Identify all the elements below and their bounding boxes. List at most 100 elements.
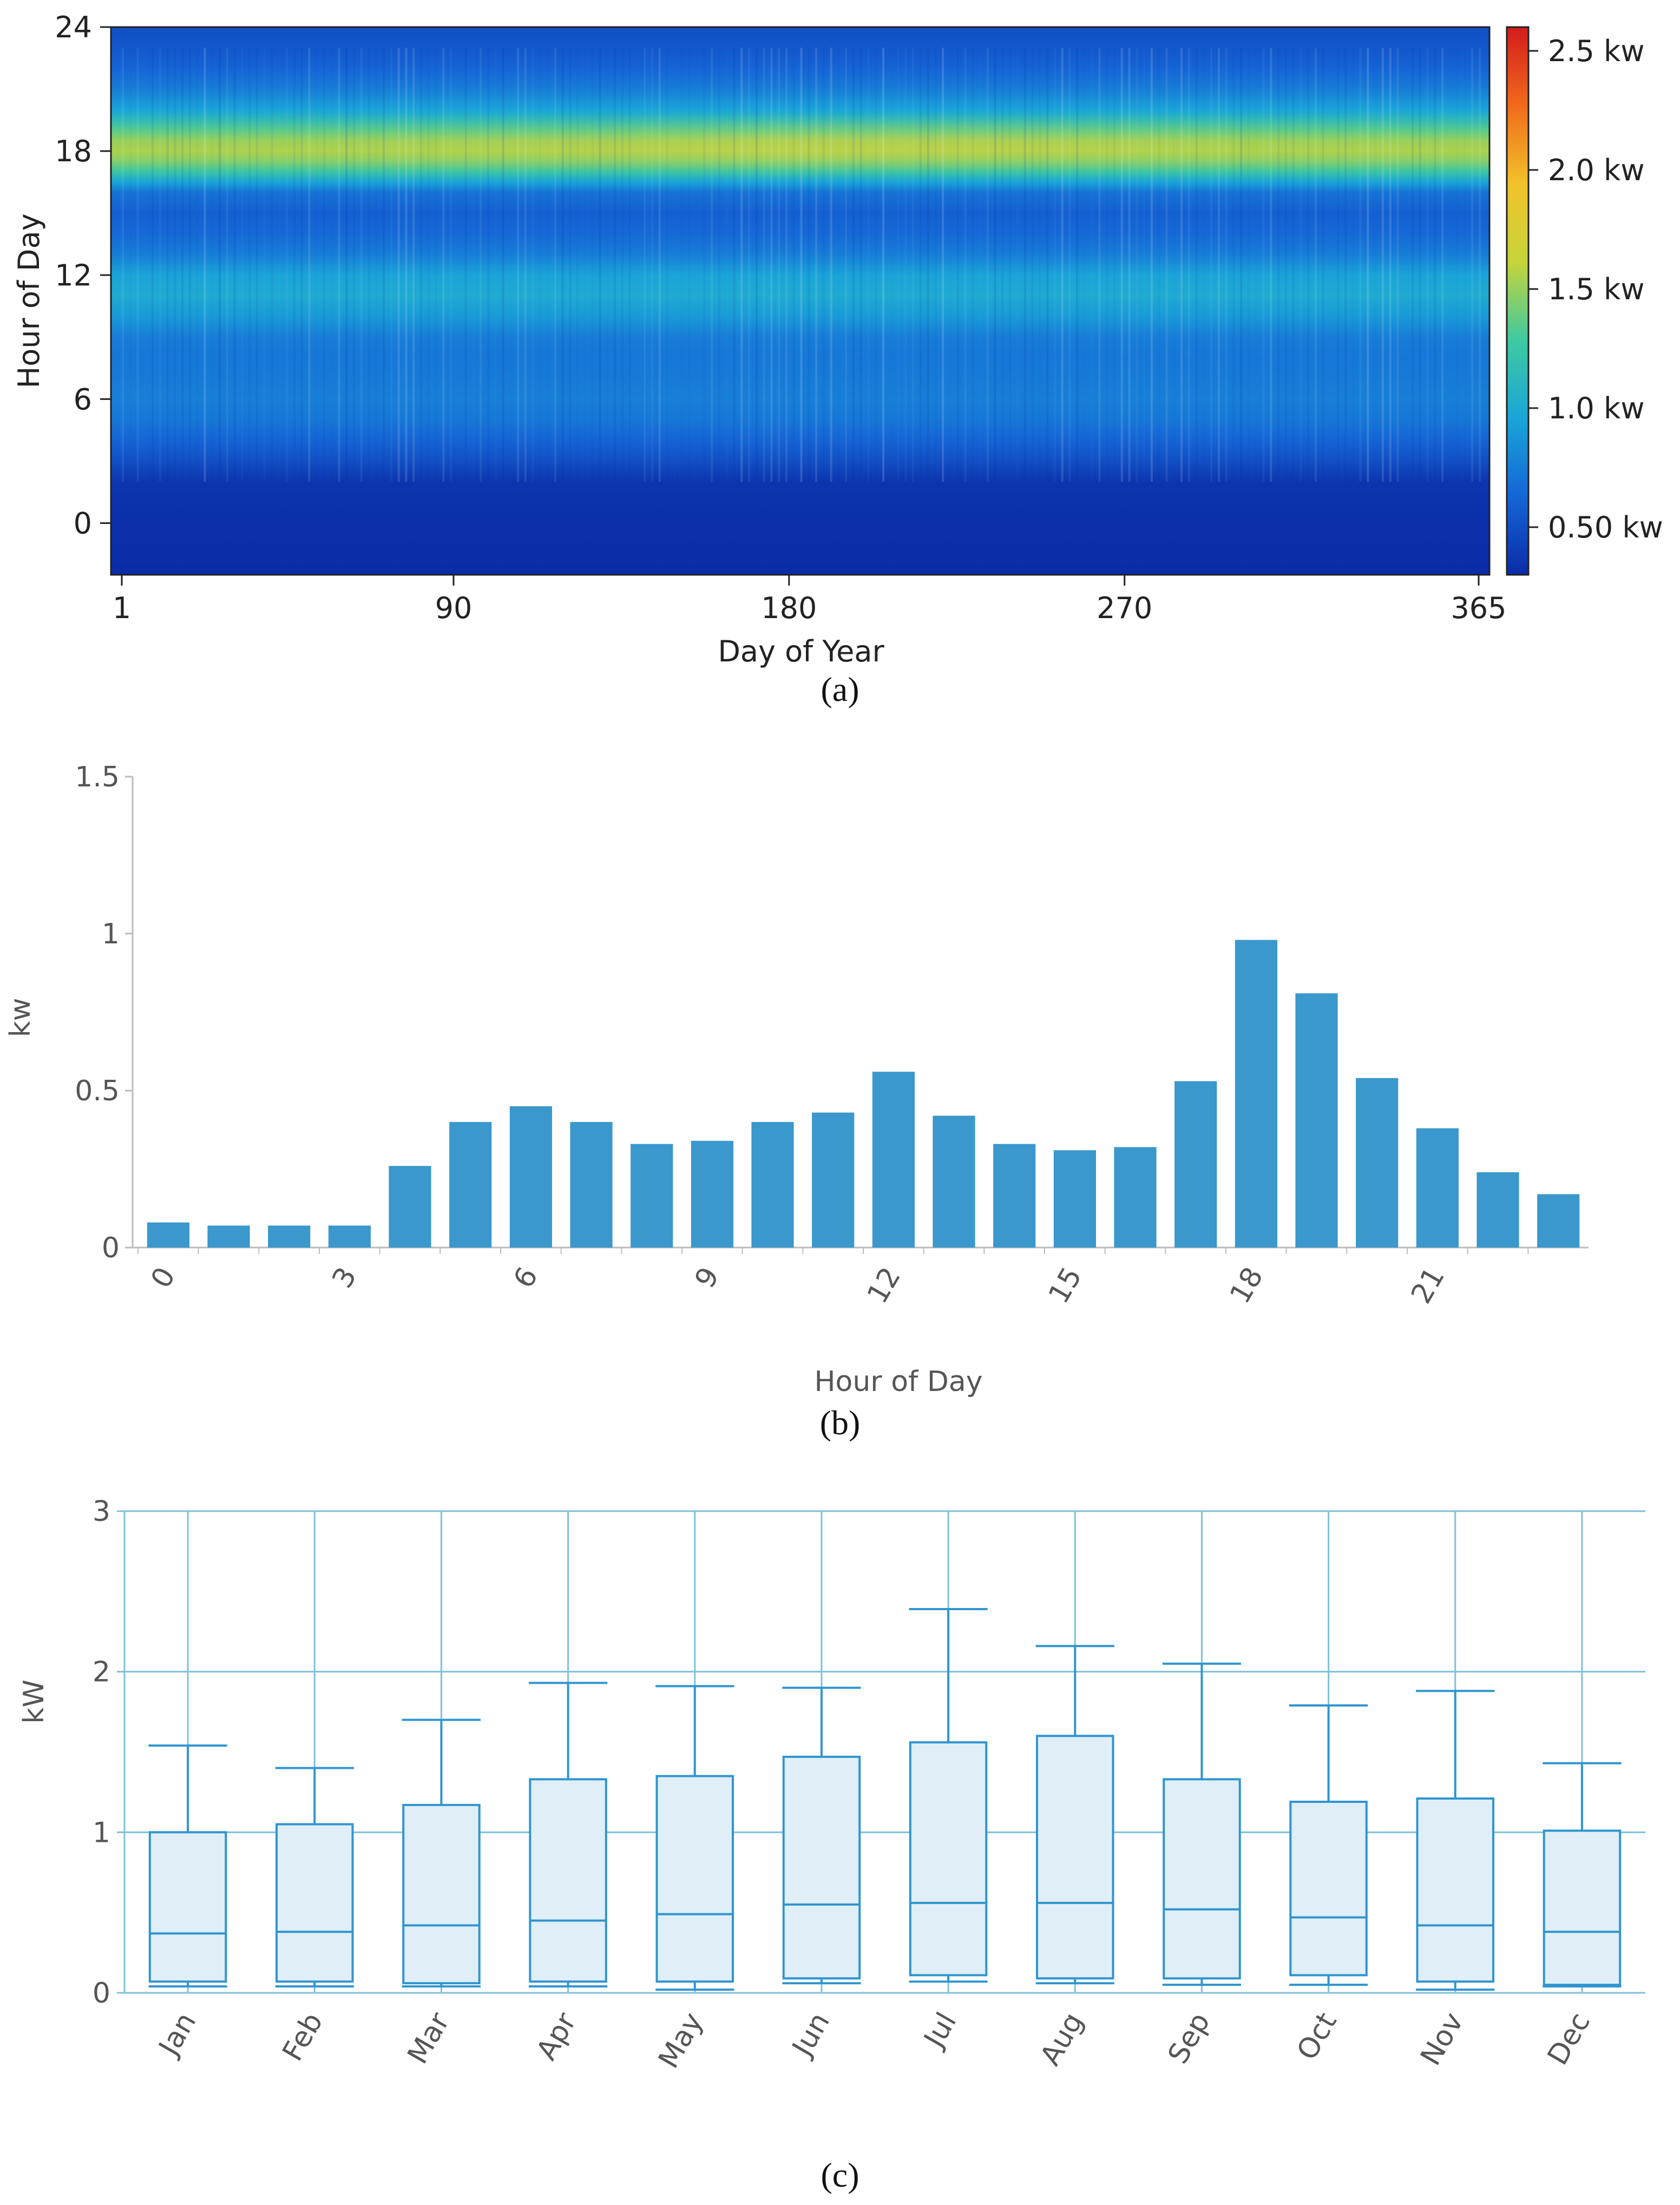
bar-x-tick: 0 xyxy=(145,1262,182,1294)
heatmap-day-column xyxy=(956,48,959,482)
box-aug xyxy=(1035,1645,1114,1985)
bar-hour-5 xyxy=(449,1122,492,1248)
heatmap-day-column xyxy=(882,48,884,482)
heatmap-x-tick: 270 xyxy=(1097,591,1152,625)
heatmap-day-column xyxy=(1195,48,1198,482)
heatmap-summer-intensity xyxy=(111,27,1489,575)
heatmap-day-column xyxy=(1136,48,1138,482)
heatmap-day-column xyxy=(778,48,780,482)
heatmap-day-column xyxy=(711,48,713,482)
heatmap-day-column xyxy=(383,48,385,482)
heatmap-day-column xyxy=(1315,48,1317,482)
heatmap-day-column xyxy=(666,48,668,482)
heatmap-day-column xyxy=(226,48,228,482)
heatmap-day-column xyxy=(480,48,482,482)
heatmap-day-column xyxy=(412,48,415,482)
heatmap-day-column xyxy=(539,48,541,482)
heatmap-day-column xyxy=(331,48,333,482)
bar-hour-2 xyxy=(268,1225,311,1248)
heatmap-day-column xyxy=(144,48,146,482)
bar-hour-8 xyxy=(631,1144,673,1248)
heatmap-day-column xyxy=(390,48,392,482)
heatmap-x-tick: 180 xyxy=(761,591,817,625)
heatmap-day-column xyxy=(718,48,720,482)
heatmap-day-column xyxy=(1344,48,1347,482)
box-iqr xyxy=(148,1831,227,1983)
bar-x-tick: 12 xyxy=(861,1262,907,1309)
heatmap-day-column xyxy=(1352,48,1354,482)
box-may xyxy=(655,1685,734,1991)
heatmap-y-label: Hour of Day xyxy=(12,213,46,388)
heatmap-y-tick: 18 xyxy=(55,134,92,168)
box-iqr xyxy=(1543,1829,1622,1986)
heatmap-day-column xyxy=(1441,48,1444,482)
bar-x-tick: 3 xyxy=(326,1262,364,1294)
boxplot-y-tick: 2 xyxy=(93,1656,110,1689)
heatmap-area xyxy=(111,27,1489,575)
heatmap-day-column xyxy=(1173,48,1175,482)
heatmap-day-column xyxy=(651,48,653,482)
box-iqr xyxy=(909,1741,988,1977)
heatmap-day-column xyxy=(927,48,929,482)
heatmap-day-column xyxy=(696,48,698,482)
colorbar-tick: 1.0 kw xyxy=(1548,391,1644,425)
heatmap-day-column xyxy=(1210,48,1213,482)
heatmap-day-column xyxy=(1270,48,1272,482)
heatmap-day-column xyxy=(368,48,370,482)
box-jun xyxy=(782,1686,861,1985)
heatmap-x-axis: 1 90 180 270 365 xyxy=(113,575,1507,625)
heatmap-x-tick: 1 xyxy=(113,591,131,625)
boxplot-x-tick: Nov xyxy=(1414,2007,1470,2071)
boxplot-y-axis: 0 1 2 3 xyxy=(93,1495,124,2010)
colorbar-tick: 1.5 kw xyxy=(1548,272,1644,306)
heatmap-day-column xyxy=(196,48,199,482)
bar-panel: 0 0.5 1 1.5 0 3 6 9 12 15 18 21 Hour of Day kw (b) xyxy=(0,714,1680,1451)
colorbar-tick: 2.0 kw xyxy=(1548,153,1644,187)
heatmap-day-column xyxy=(733,48,736,482)
colorbar-tick: 2.5 kw xyxy=(1548,34,1644,68)
box-feb xyxy=(275,1767,354,1988)
heatmap-y-tick: 24 xyxy=(55,10,92,44)
heatmap-day-column xyxy=(1023,48,1026,482)
heatmap-day-column xyxy=(181,48,184,482)
box-iqr xyxy=(1289,1801,1368,1977)
colorbar-tick: 0.50 kw xyxy=(1548,510,1663,544)
heatmap-day-column xyxy=(174,48,176,482)
heatmap-day-column xyxy=(442,48,445,482)
heatmap-day-column xyxy=(994,48,996,482)
heatmap-panel: 1 90 180 270 365 0 6 12 18 24 Day of Year Hour o… xyxy=(0,0,1680,714)
heatmap-y-tick: 12 xyxy=(55,258,92,292)
heatmap-day-column xyxy=(1113,48,1115,482)
bar-hour-11 xyxy=(812,1112,855,1248)
bar-hour-20 xyxy=(1356,1078,1399,1248)
boxplot-x-tick: May xyxy=(652,2007,710,2074)
bar-hour-1 xyxy=(207,1225,250,1248)
box-iqr xyxy=(1036,1735,1114,1980)
heatmap-day-column xyxy=(599,48,601,482)
bar-hour-0 xyxy=(147,1222,189,1248)
box-nov xyxy=(1416,1690,1495,1991)
heatmap-day-column xyxy=(949,48,951,482)
heatmap-day-column xyxy=(1068,48,1071,482)
heatmap-day-column xyxy=(122,48,124,482)
heatmap-day-column xyxy=(673,48,675,482)
heatmap-day-column xyxy=(592,48,594,482)
heatmap-day-column xyxy=(1374,48,1376,482)
heatmap-day-column xyxy=(852,48,855,482)
heatmap-day-column xyxy=(316,48,318,482)
bar-y-tick: 1.5 xyxy=(75,761,120,793)
heatmap-day-column xyxy=(1076,48,1079,482)
heatmap-day-column xyxy=(792,48,795,482)
boxplot-x-tick: Mar xyxy=(402,2007,456,2070)
heatmap-day-column xyxy=(353,48,355,482)
heatmap-day-column xyxy=(524,48,527,482)
heatmap-day-column xyxy=(1009,48,1012,482)
heatmap-day-column xyxy=(934,48,937,482)
boxplot-x-tick: Aug xyxy=(1034,2007,1090,2071)
heatmap-day-column xyxy=(308,48,311,482)
heatmap-day-column xyxy=(211,48,213,482)
heatmap-day-column xyxy=(219,48,221,482)
bar-hour-12 xyxy=(872,1072,915,1248)
heatmap-day-column xyxy=(1337,48,1340,482)
boxplot-y-tick: 1 xyxy=(93,1816,110,1849)
